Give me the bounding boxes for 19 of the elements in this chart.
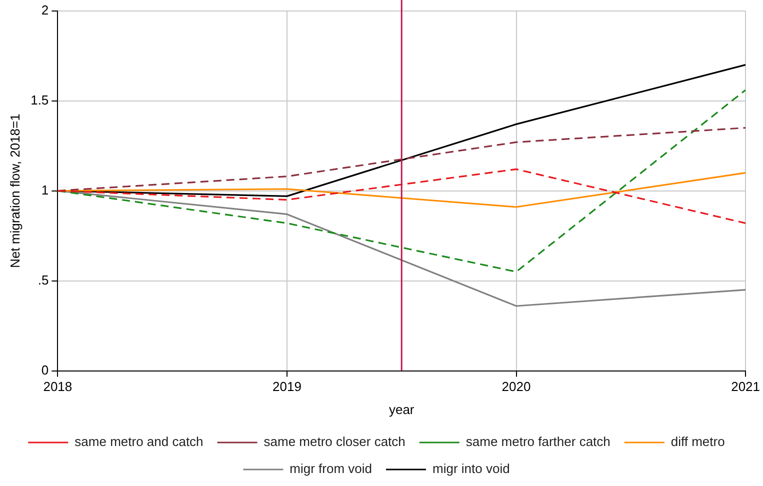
x-tick-label: 2019 [272,379,302,394]
x-tick-label: 2020 [502,379,531,394]
y-tick-label: 2 [41,2,49,18]
legend-label: same metro farther catch [466,434,610,450]
line-series [58,168,746,224]
legend-label: same metro and catch [74,434,204,450]
y-tick-label: .5 [38,272,49,288]
y-axis-title: Net migration flow, 2018=1 [7,114,22,268]
x-tick-label: 2018 [43,379,72,394]
y-tick-label: 1 [41,182,49,198]
legend-label: diff metro [670,434,725,450]
x-axis-title: year [388,402,415,417]
legend-label: same metro closer catch [264,434,406,450]
line-series [58,89,746,273]
y-tick-label: 0 [41,362,49,378]
y-tick-label: 1.5 [30,92,49,108]
legend-label: migr from void [290,461,372,476]
x-tick-label: 2021 [731,379,760,394]
legend-label: migr into void [432,461,510,476]
